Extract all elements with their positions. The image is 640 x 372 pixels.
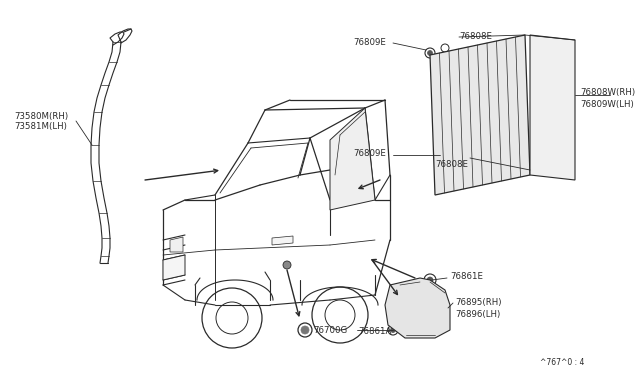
Text: ^767^0 : 4: ^767^0 : 4 (540, 358, 584, 367)
Text: 73581M(LH): 73581M(LH) (14, 122, 67, 131)
Circle shape (440, 153, 445, 157)
Polygon shape (385, 278, 450, 338)
Text: 76896(LH): 76896(LH) (455, 310, 500, 319)
Circle shape (283, 261, 291, 269)
Circle shape (390, 327, 396, 333)
Text: 76808E: 76808E (435, 160, 468, 169)
Text: 76700G: 76700G (313, 326, 348, 335)
Circle shape (301, 326, 309, 334)
Polygon shape (272, 236, 293, 245)
Polygon shape (330, 108, 375, 210)
Text: 76861A: 76861A (358, 327, 392, 336)
Polygon shape (170, 237, 183, 252)
Polygon shape (163, 255, 185, 280)
Polygon shape (530, 35, 575, 180)
Circle shape (427, 277, 433, 283)
Polygon shape (430, 35, 530, 195)
Text: 73580M(RH): 73580M(RH) (14, 112, 68, 121)
Circle shape (428, 51, 433, 55)
Text: 76808W(RH): 76808W(RH) (580, 88, 635, 97)
Text: 76809E: 76809E (353, 149, 386, 158)
Text: 76809W(LH): 76809W(LH) (580, 100, 634, 109)
Text: 76861E: 76861E (450, 272, 483, 281)
Text: 76895(RH): 76895(RH) (455, 298, 502, 307)
Text: 76808E: 76808E (459, 32, 492, 41)
Text: 76809E: 76809E (353, 38, 386, 47)
